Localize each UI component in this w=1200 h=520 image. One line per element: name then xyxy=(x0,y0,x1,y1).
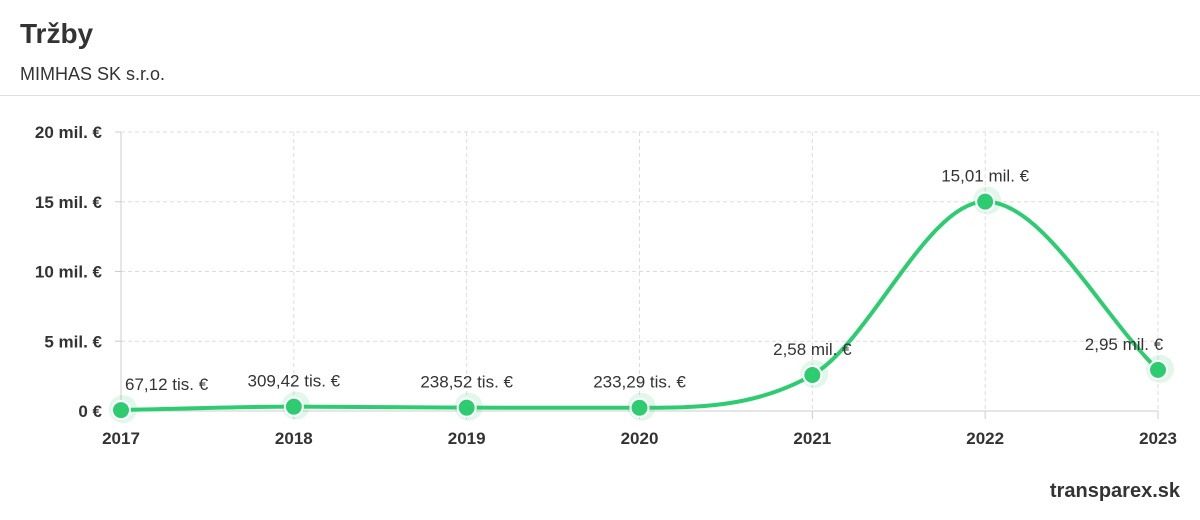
x-tick-label: 2022 xyxy=(966,429,1004,448)
x-tick-label: 2018 xyxy=(275,429,313,448)
data-label: 309,42 tis. € xyxy=(248,372,341,391)
data-point xyxy=(456,397,477,418)
data-label: 238,52 tis. € xyxy=(420,373,513,392)
x-tick-label: 2023 xyxy=(1139,429,1177,448)
y-tick-label: 0 € xyxy=(78,402,102,421)
y-tick-label: 15 mil. € xyxy=(35,193,103,212)
data-point xyxy=(1148,359,1168,380)
source-credit: transparex.sk xyxy=(1049,480,1180,502)
header-divider xyxy=(0,95,1200,96)
chart-subtitle: MIMHAS SK s.r.o. xyxy=(20,64,166,84)
data-label: 233,29 tis. € xyxy=(593,373,686,392)
y-tick-label: 20 mil. € xyxy=(35,123,103,142)
data-point xyxy=(802,365,823,386)
data-label: 15,01 mil. € xyxy=(941,167,1029,186)
data-label: 2,95 mil. € xyxy=(1085,335,1164,354)
x-tick-label: 2019 xyxy=(448,429,486,448)
y-tick-label: 10 mil. € xyxy=(35,263,103,282)
data-point xyxy=(283,396,304,417)
x-tick-label: 2017 xyxy=(102,429,140,448)
data-point xyxy=(111,400,131,421)
x-tick-label: 2020 xyxy=(621,429,659,448)
y-tick-label: 5 mil. € xyxy=(44,332,102,351)
data-point xyxy=(975,191,996,212)
x-tick-label: 2021 xyxy=(793,429,831,448)
chart-title: Tržby xyxy=(20,18,94,49)
data-label: 67,12 tis. € xyxy=(125,375,209,394)
data-label: 2,58 mil. € xyxy=(773,340,852,359)
data-point xyxy=(629,397,650,418)
